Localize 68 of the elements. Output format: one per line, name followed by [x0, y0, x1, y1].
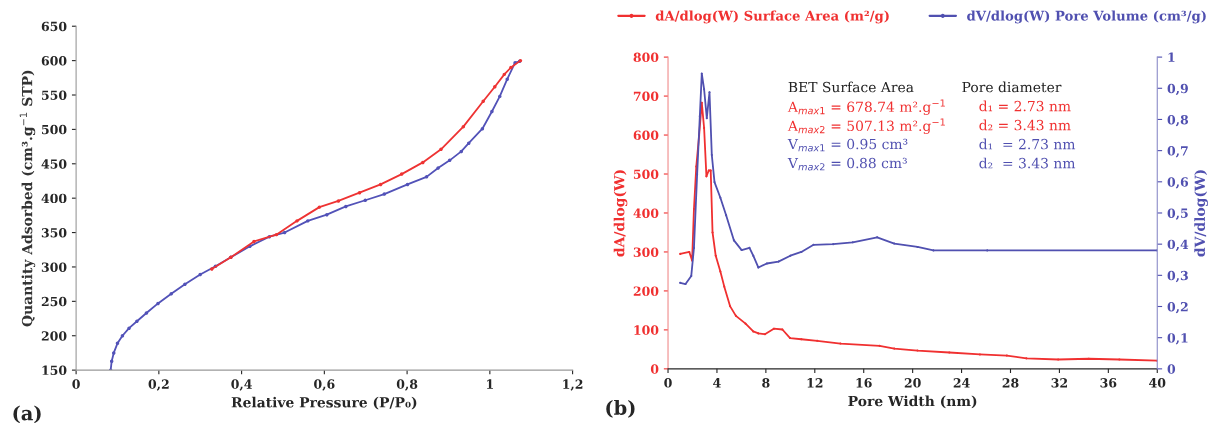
- annotation: d₁ = 2.73 nm: [979, 138, 1076, 150]
- y2-tick-label: 0: [1167, 364, 1176, 374]
- y-axis-title: Quantity Adsorbed (cm³.g$^{−1}$ STP): [19, 70, 36, 327]
- annotation: V$_{max2}$ = 0.88 cm³: [787, 157, 907, 171]
- x-tick-label: 24: [953, 378, 970, 388]
- x-tick-label: 32: [1051, 378, 1067, 388]
- y2-tick-label: 0,7: [1167, 146, 1188, 158]
- y2-tick-label: 0,6: [1167, 177, 1189, 189]
- x-tick-label: 16: [856, 378, 872, 388]
- text: (b): [606, 399, 635, 418]
- y-tick-label: 500: [42, 124, 67, 135]
- y-tick-label: 400: [633, 208, 659, 218]
- y-tick-label: 600: [633, 130, 659, 140]
- annotation: Pore diameter: [962, 81, 1062, 93]
- annotation: d₁ = 2.73 nm: [979, 100, 1071, 112]
- legend-label: dA/dlog(W) Surface Area (m²/g): [655, 10, 889, 24]
- y-tick-label: 100: [634, 325, 659, 335]
- y-tick-label: 350: [41, 228, 67, 238]
- y2-tick-label: 0,8: [1167, 114, 1189, 127]
- x-tick-label: 8: [762, 378, 770, 388]
- y-tick-label: 200: [41, 331, 67, 341]
- y-tick-label: 800: [633, 52, 659, 63]
- y-tick-label: 600: [41, 56, 67, 66]
- text: (a): [13, 405, 41, 423]
- annotation: V$_{max1}$ = 0.95 cm³: [787, 138, 908, 152]
- x-tick-label: 12: [807, 378, 823, 388]
- x-axis-title: Pore Width (nm): [848, 395, 977, 409]
- annotation: BET Surface Area: [788, 81, 914, 93]
- legend-label: dV/dlog(W) Pore Volume (cm³/g): [967, 10, 1206, 24]
- x-tick-label: 0,8: [396, 379, 418, 391]
- y2-tick-label: 0,1: [1167, 333, 1188, 345]
- annotation: d₂ = 3.43 nm: [979, 157, 1076, 169]
- y2-axis-title: dV/dlog(W): [1194, 170, 1208, 257]
- y-tick-label: 500: [633, 169, 659, 179]
- x-tick-label: 0,6: [314, 379, 335, 391]
- y-tick-label: 300: [41, 262, 67, 272]
- x-tick-label: 1,2: [563, 379, 583, 391]
- y2-tick-label: 0,4: [1167, 239, 1189, 251]
- y-tick-label: 200: [633, 286, 659, 296]
- y-tick-label: 700: [633, 91, 659, 101]
- y-tick-label: 150: [42, 365, 67, 376]
- x-tick-label: 20: [904, 378, 921, 388]
- y2-tick-label: 1: [1168, 52, 1175, 62]
- y-tick-label: 400: [41, 193, 67, 204]
- x-tick-label: 36: [1100, 378, 1117, 388]
- y2-tick-label: 0,9: [1167, 83, 1188, 96]
- x-tick-label: 40: [1149, 378, 1166, 388]
- y2-tick-label: 0,5: [1167, 208, 1188, 220]
- x-tick-label: 28: [1002, 378, 1019, 388]
- x-tick-label: 1: [487, 379, 493, 389]
- y-tick-label: 0: [650, 364, 659, 374]
- y2-tick-label: 0,3: [1167, 270, 1188, 283]
- y-axis-title: dA/dlog(W): [613, 170, 628, 257]
- y2-tick-label: 0,2: [1167, 301, 1188, 314]
- x-axis-title: Relative Pressure (P/P₀): [231, 396, 417, 410]
- y-tick-label: 250: [41, 296, 67, 307]
- x-tick-label: 0: [664, 378, 672, 388]
- y-tick-label: 650: [41, 21, 67, 32]
- annotation: A$_{max2}$ = 507.13 m².g$^{−1}$: [787, 118, 945, 134]
- x-tick-label: 0,4: [231, 379, 252, 391]
- x-tick-label: 0,2: [148, 379, 169, 391]
- y-tick-label: 550: [42, 90, 67, 100]
- annotation: A$_{max1}$ = 678.74 m².g$^{−1}$: [787, 99, 945, 115]
- annotation: d₂ = 3.43 nm: [979, 119, 1071, 131]
- x-tick-label: 4: [713, 378, 721, 388]
- y-tick-label: 450: [41, 159, 67, 169]
- y-tick-label: 300: [633, 247, 659, 257]
- x-tick-label: 0: [72, 379, 80, 389]
